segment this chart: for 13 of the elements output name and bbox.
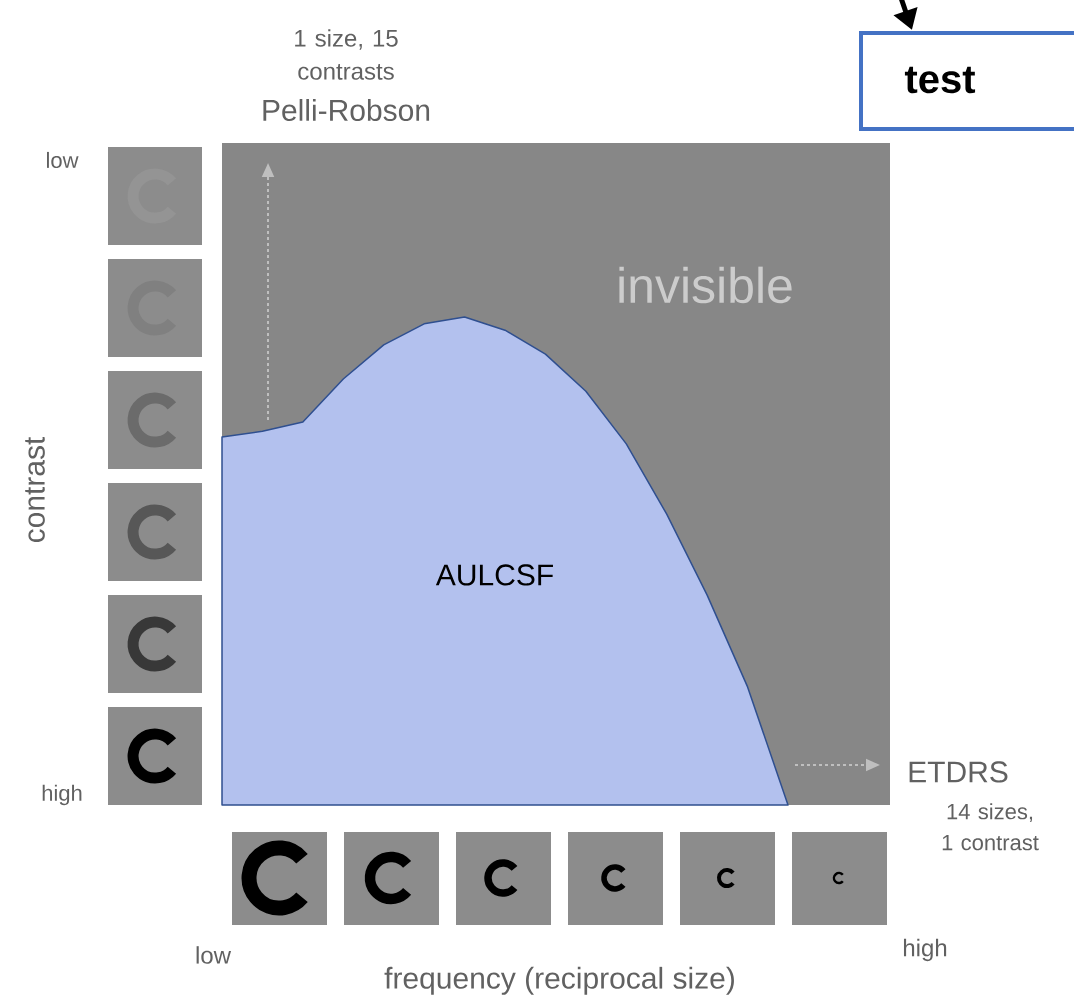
text: low xyxy=(196,946,232,964)
text: high xyxy=(42,784,82,806)
annotation: AULCSF xyxy=(435,564,553,586)
text: high xyxy=(903,938,947,962)
text: 14 sizes, 1 contrast xyxy=(942,803,1039,851)
text: frequency (reciprocal size) xyxy=(384,966,734,995)
text: ETDRS xyxy=(909,761,1008,783)
text: invisible xyxy=(619,266,792,304)
text: low xyxy=(46,151,79,169)
chart-title: Pelli-Robson xyxy=(263,98,430,122)
text: test xyxy=(904,66,976,94)
text: contrast xyxy=(25,436,45,543)
chart-subtitle: 1 size, 15 contrasts xyxy=(295,29,398,80)
